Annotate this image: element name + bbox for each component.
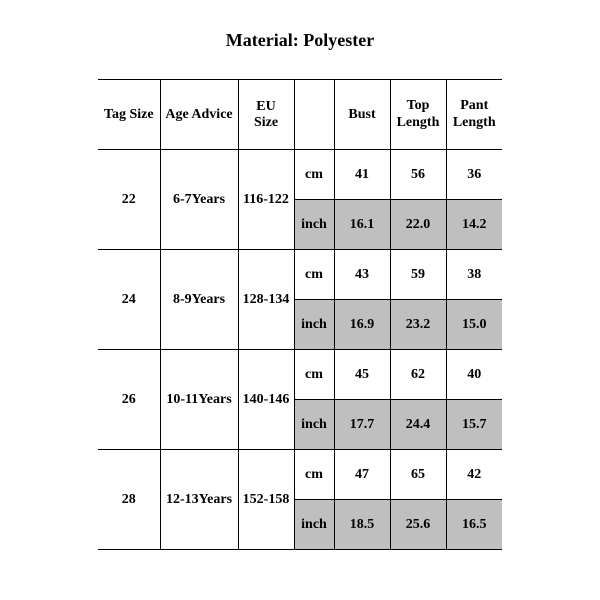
cell-age-advice: 10-11Years [160,350,238,450]
col-pant-length: Pant Length [446,80,502,150]
cell-tag-size: 26 [98,350,160,450]
col-pant-length-l2: Length [451,115,499,132]
cell-top-inch: 22.0 [390,200,446,250]
cell-unit-inch: inch [294,200,334,250]
col-pant-length-l1: Pant [451,98,499,115]
table-row: 26 10-11Years 140-146 cm 45 62 40 [98,350,502,400]
table-row: 24 8-9Years 128-134 cm 43 59 38 [98,250,502,300]
cell-bust-inch: 18.5 [334,500,390,550]
cell-top-inch: 24.4 [390,400,446,450]
cell-tag-size: 22 [98,150,160,250]
col-age-advice: Age Advice [160,80,238,150]
cell-bust-inch: 16.9 [334,300,390,350]
cell-age-advice: 6-7Years [160,150,238,250]
cell-unit-cm: cm [294,150,334,200]
cell-unit-inch: inch [294,500,334,550]
cell-pant-cm: 42 [446,450,502,500]
cell-bust-inch: 17.7 [334,400,390,450]
cell-eu-size: 152-158 [238,450,294,550]
cell-bust-cm: 43 [334,250,390,300]
cell-top-inch: 23.2 [390,300,446,350]
cell-eu-size: 140-146 [238,350,294,450]
col-top-length-l2: Length [395,115,442,132]
cell-top-cm: 65 [390,450,446,500]
cell-pant-inch: 15.0 [446,300,502,350]
cell-unit-cm: cm [294,450,334,500]
cell-tag-size: 24 [98,250,160,350]
cell-tag-size: 28 [98,450,160,550]
cell-age-advice: 12-13Years [160,450,238,550]
cell-pant-inch: 15.7 [446,400,502,450]
table-row: 28 12-13Years 152-158 cm 47 65 42 [98,450,502,500]
material-title: Material: Polyester [0,30,600,51]
cell-eu-size: 128-134 [238,250,294,350]
cell-bust-cm: 41 [334,150,390,200]
cell-pant-cm: 38 [446,250,502,300]
cell-bust-cm: 47 [334,450,390,500]
col-unit [294,80,334,150]
cell-unit-cm: cm [294,350,334,400]
cell-top-inch: 25.6 [390,500,446,550]
cell-eu-size: 116-122 [238,150,294,250]
cell-pant-cm: 40 [446,350,502,400]
col-eu-size: EU Size [238,80,294,150]
size-table: Tag Size Age Advice EU Size Bust Top Len… [98,79,502,550]
col-top-length-l1: Top [395,98,442,115]
cell-pant-inch: 16.5 [446,500,502,550]
col-tag-size: Tag Size [98,80,160,150]
col-bust: Bust [334,80,390,150]
cell-top-cm: 59 [390,250,446,300]
page: Material: Polyester Tag Size Age Advice … [0,0,600,600]
cell-pant-inch: 14.2 [446,200,502,250]
header-row: Tag Size Age Advice EU Size Bust Top Len… [98,80,502,150]
col-top-length: Top Length [390,80,446,150]
cell-unit-inch: inch [294,400,334,450]
cell-bust-cm: 45 [334,350,390,400]
table-row: 22 6-7Years 116-122 cm 41 56 36 [98,150,502,200]
table-body: 22 6-7Years 116-122 cm 41 56 36 inch 16.… [98,150,502,550]
cell-bust-inch: 16.1 [334,200,390,250]
cell-unit-cm: cm [294,250,334,300]
cell-pant-cm: 36 [446,150,502,200]
cell-unit-inch: inch [294,300,334,350]
cell-top-cm: 62 [390,350,446,400]
cell-top-cm: 56 [390,150,446,200]
cell-age-advice: 8-9Years [160,250,238,350]
